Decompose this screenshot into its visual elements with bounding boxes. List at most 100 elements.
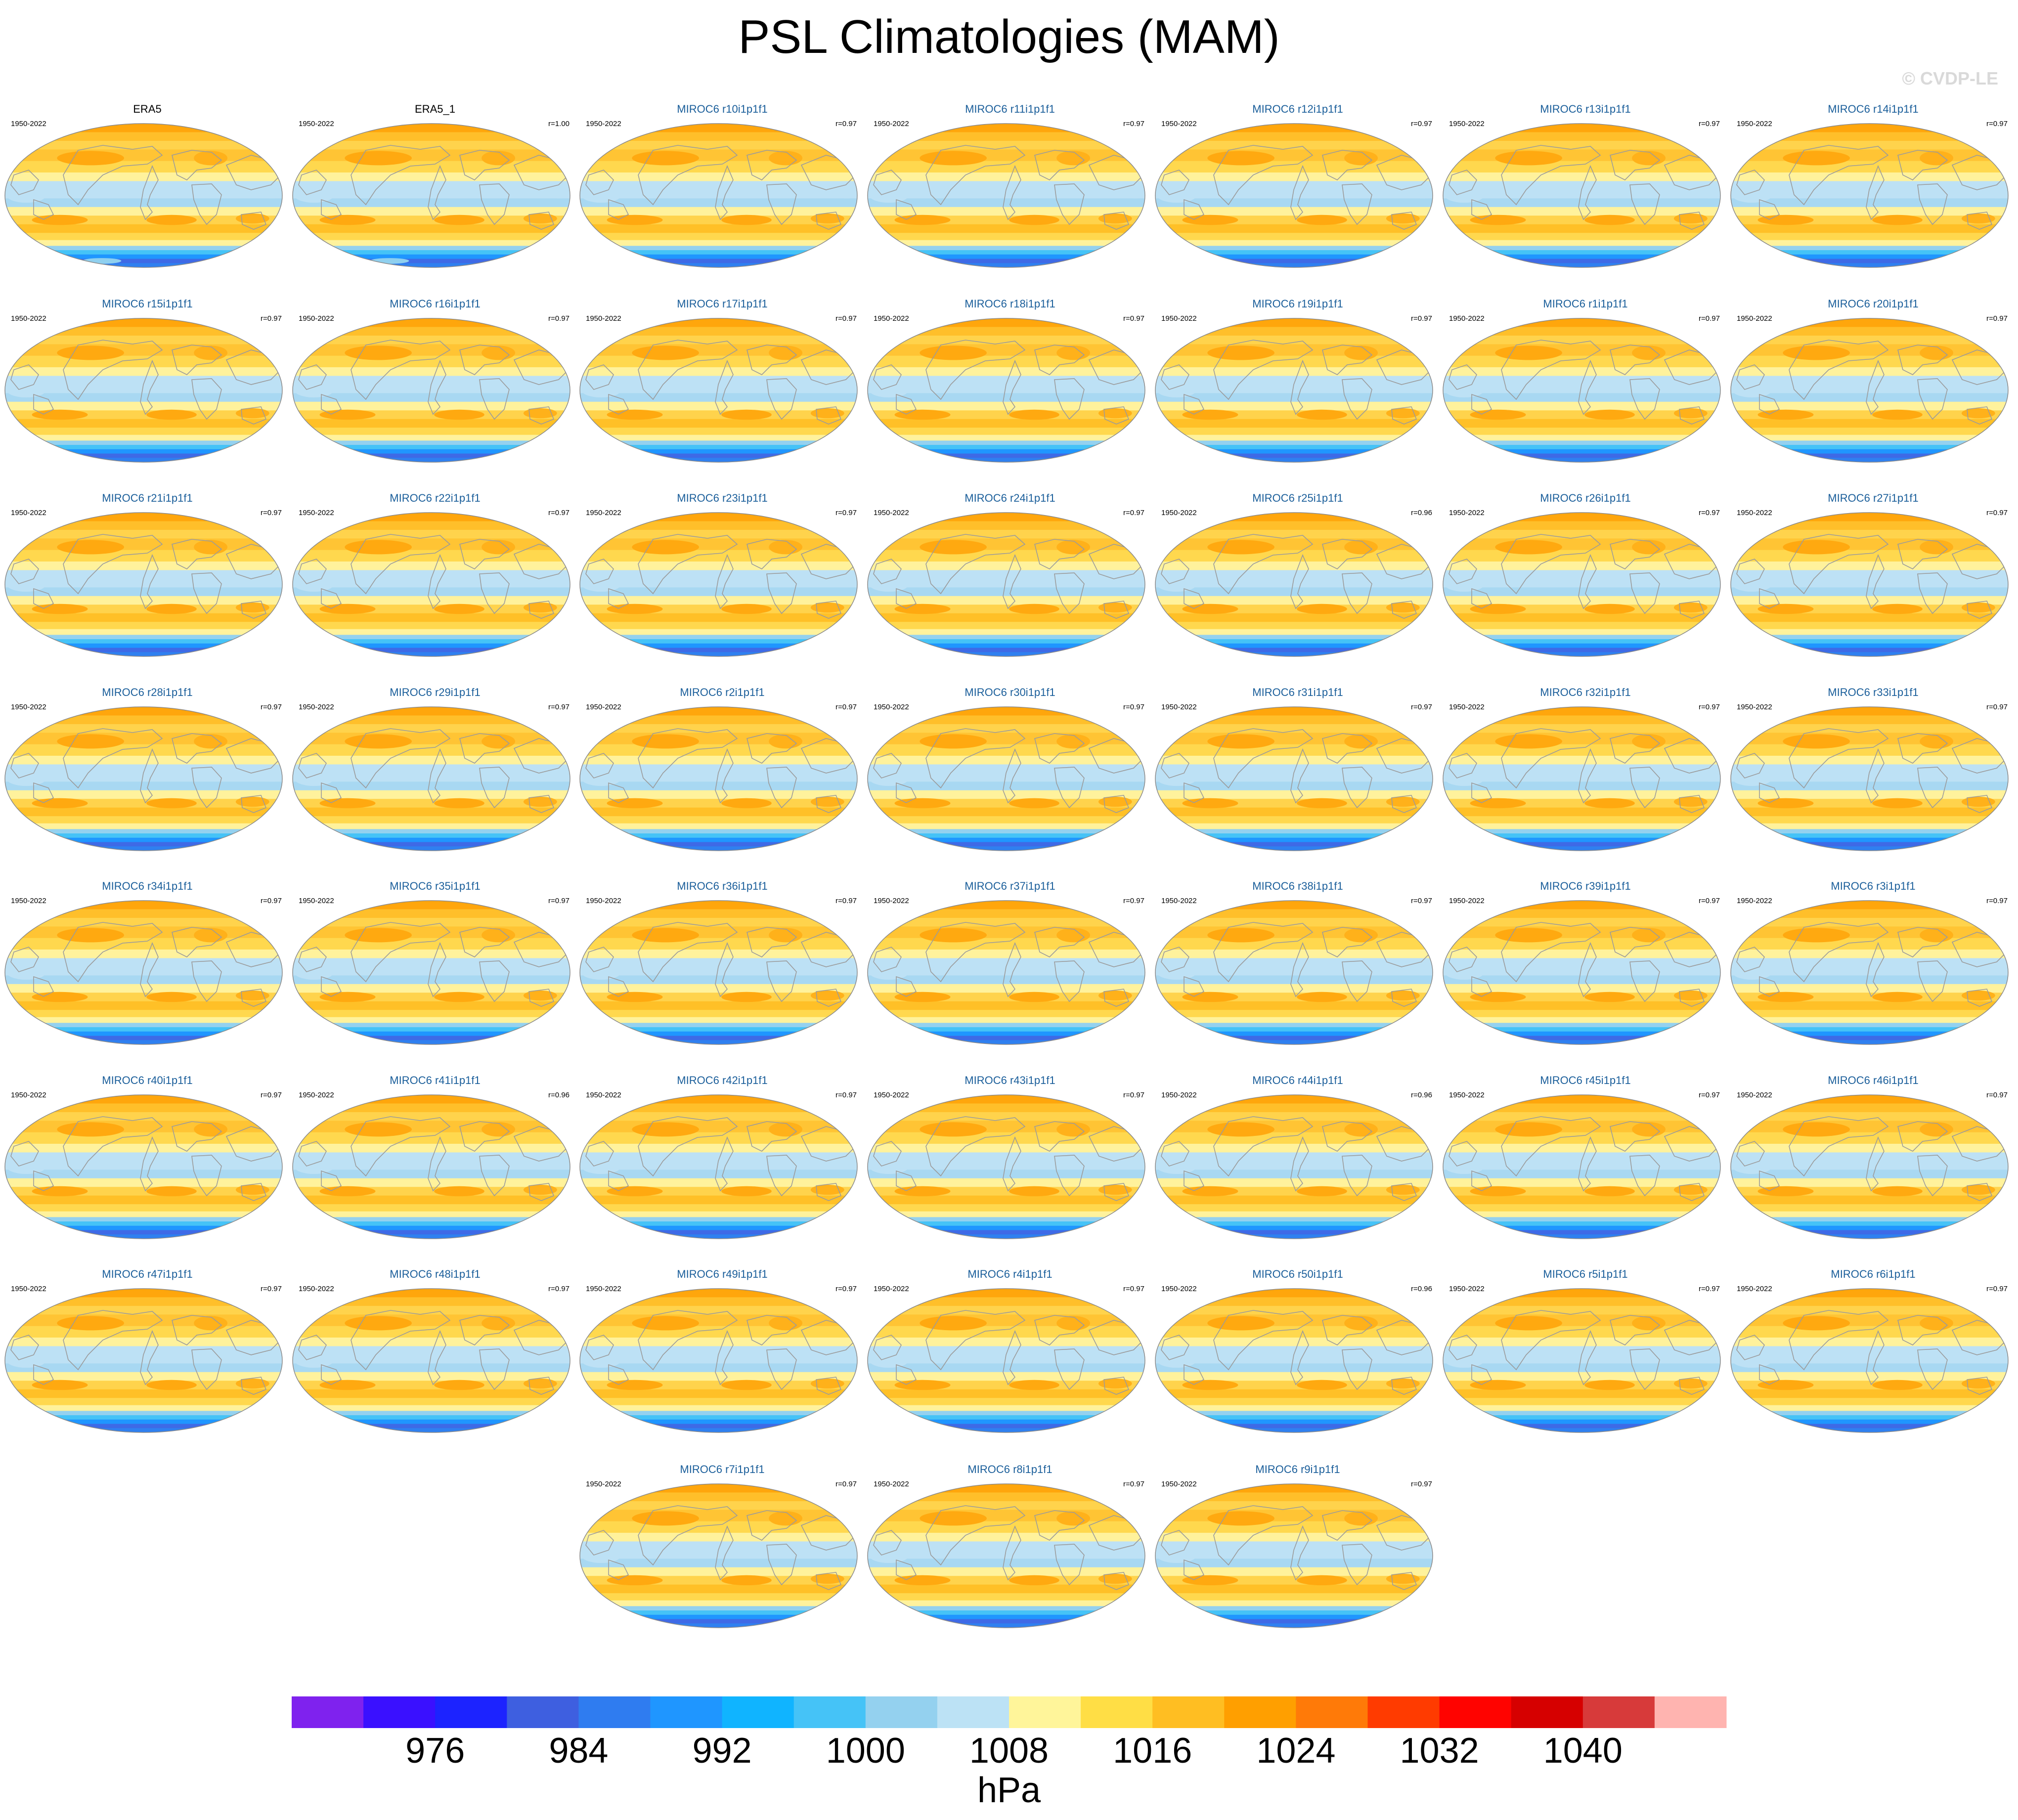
pressure-band [1731,1023,2008,1028]
pressure-band [1155,561,1433,571]
pressure-band [580,1372,857,1382]
high-pressure-cell [1386,1378,1420,1389]
panel-correlation: r=0.97 [1699,1091,1720,1099]
low-pressure-cell [1121,961,1145,976]
coastline [63,534,163,595]
map-globe [292,900,570,1045]
low-pressure-cell [6,771,46,786]
high-pressure-cell [1182,798,1238,809]
coastline [140,1330,159,1386]
pressure-band [1155,587,1433,597]
pressure-band [868,250,1145,255]
high-pressure-cell [1757,992,1814,1002]
coastline [896,199,917,220]
high-pressure-cell [920,151,987,166]
high-pressure-cell [894,1186,951,1197]
coastline [1322,733,1373,764]
pressure-band [5,652,282,656]
high-pressure-cell [607,215,663,225]
coastline [873,1530,902,1556]
pressure-band [5,419,282,429]
coastline [33,588,54,609]
coastline [766,767,797,809]
coastline [715,1525,734,1581]
coastline [1629,960,1660,1002]
high-pressure-cell [1386,602,1420,613]
map-border [1730,1094,2009,1239]
high-pressure-cell [1344,928,1378,943]
panel-years: 1950-2022 [1737,897,1772,905]
map-border [867,900,1145,1045]
coastline [1610,733,1661,764]
low-pressure-cell [869,1159,909,1174]
pressure-band [293,161,570,173]
coastline [1088,1126,1144,1162]
colorbar-units-label: hPa [977,1771,1041,1810]
pressure-band [1155,172,1433,182]
pressure-band [580,1314,857,1327]
low-pressure-cell [833,767,857,782]
low-pressure-cell [294,383,334,398]
pressure-band [5,529,282,539]
coastline [459,733,510,764]
coastline [428,942,446,997]
map-border [1730,706,2009,851]
high-pressure-cell [32,1380,88,1390]
low-pressure-cell [1157,965,1196,980]
panel-title: MIROC6 r8i1p1f1 [967,1463,1053,1475]
panel-title: MIROC6 r36i1p1f1 [677,880,768,892]
pressure-band [868,1017,1145,1024]
panel-correlation: r=0.97 [261,509,282,517]
pressure-band [1731,1010,2008,1018]
pressure-band [580,846,857,851]
panel-title: MIROC6 r23i1p1f1 [677,492,768,504]
high-pressure-cell [434,604,484,614]
colorbar-swatch [1296,1696,1368,1728]
coastline [1034,1315,1085,1345]
panel-correlation: r=0.97 [1123,314,1144,323]
low-pressure-cell [1732,771,1772,786]
pressure-band [1731,1405,2008,1412]
pressure-band [580,1217,857,1222]
low-pressure-cell [1157,1353,1196,1368]
pressure-band [1731,837,2008,843]
pressure-band [580,733,857,745]
coastline [1342,572,1372,614]
pressure-band [1731,428,2008,435]
page-title: PSL Climatologies (MAM) [738,10,1280,63]
coastline [1003,165,1021,220]
pressure-band [868,1484,1145,1493]
map-border [1730,1288,2009,1433]
pressure-band [293,613,570,623]
pressure-band [1155,781,1433,791]
pressure-band [293,1031,570,1037]
pressure-band [1731,1211,2008,1218]
high-pressure-cell [769,346,802,360]
pressure-band [580,1559,857,1568]
pressure-band [293,1428,570,1432]
high-pressure-cell [632,540,699,555]
map-globe [579,900,858,1045]
pressure-band [293,367,570,377]
coastline [321,588,342,609]
low-pressure-cell [1157,188,1196,203]
panel-grid: ERA5 1950-2022 ERA5_1 1950-2022 r=1.00 MIROC6… [4,103,2017,1628]
pressure-band [580,1593,857,1601]
map-border [1730,512,2009,657]
map-panel: MIROC6 r29i1p1f1 1950-2022 r=0.97 [292,685,578,883]
map-panel: MIROC6 r27i1p1f1 1950-2022 r=0.97 [1730,491,2017,689]
pressure-band [1731,1225,2008,1231]
pressure-band [868,1230,1145,1235]
pressure-band [580,1001,857,1011]
pressure-band [5,816,282,824]
coastline [172,927,222,957]
coastline [896,1559,917,1580]
coastline [1213,1310,1314,1371]
pressure-band [868,1143,1145,1153]
low-pressure-cell [546,379,570,393]
panel-correlation: r=0.97 [1411,897,1432,905]
pressure-band [293,453,570,459]
map-border [4,123,283,268]
pressure-band [1731,529,2008,539]
high-pressure-cell [1470,992,1526,1002]
